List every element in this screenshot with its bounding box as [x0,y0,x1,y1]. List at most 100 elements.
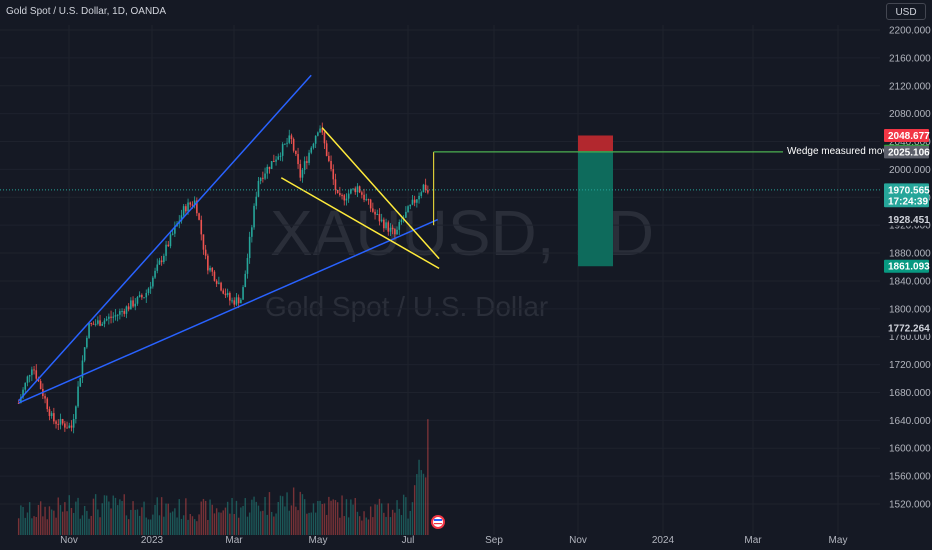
volume-bar [97,509,99,535]
volume-bar [59,505,62,535]
candle-body [156,264,159,271]
measured-move[interactable]: Wedge measured move [433,146,894,226]
candle-body [163,255,165,263]
candle-body [317,132,319,136]
candle-body [314,135,317,144]
volume-bar [402,494,405,535]
volume-bar [103,495,106,535]
price-label[interactable]: 1970.565 [884,183,930,197]
wedge-lower-line[interactable] [280,177,440,270]
volume-bar [424,477,427,535]
volume-bar [119,499,121,535]
position-lower-zone[interactable] [578,151,613,267]
volume-bar [99,517,101,535]
volume-bar [297,510,299,535]
volume-bar [253,496,255,535]
volume-bar [200,501,202,535]
currency-button[interactable]: USD [886,3,926,20]
price-label[interactable]: 17:24:39 [884,194,929,208]
candle-body [218,282,220,284]
candle-body [143,297,145,299]
price-label-background [884,128,929,142]
time-axis[interactable]: Nov 2023 Mar May Jul Sep Nov 2024 Mar May [60,535,847,546]
candle-body [132,300,134,307]
volume-bar [152,514,154,535]
volume-bar [165,503,167,535]
volume-bar [57,497,59,535]
price-label[interactable]: 1928.451 [884,212,930,226]
candle-body [354,188,357,193]
volume-bar [112,495,114,535]
volume-bar [365,517,367,535]
volume-bar [266,514,268,535]
candle-body [319,128,321,133]
candle-body [55,421,57,424]
candle-body [264,173,266,179]
candle-body [268,166,271,169]
candle-body [57,423,60,425]
candle-body [33,369,35,371]
candle-body [81,360,84,378]
candles [17,122,429,434]
candle-body [90,323,93,325]
volume-bar [352,504,354,535]
candle-body [266,166,269,174]
volume-bar [22,507,24,535]
candle-body [180,215,183,221]
price-label[interactable]: 1772.264 [884,321,930,335]
volume-bar [198,514,200,535]
candle-body [350,189,352,194]
volume-bar [220,512,222,535]
time-tick-label: 2023 [141,535,164,546]
candle-body [383,219,385,229]
candle-body [378,213,381,222]
price-tick-label: 1640.000 [889,416,931,427]
candle-body [64,423,66,428]
candle-body [281,144,284,156]
price-label[interactable]: 2025.106 [884,145,930,159]
candle-body [72,419,75,428]
trend-lines[interactable] [18,74,440,404]
candle-body [200,219,203,235]
upper-channel-line[interactable] [18,74,312,402]
volume-bar [50,509,53,535]
measured-move-label: Wedge measured move [787,146,893,157]
candle-body [77,386,79,407]
candle-body [352,188,354,190]
price-label[interactable]: 2048.677 [884,128,930,142]
candle-body [75,406,77,420]
candle-body [202,234,205,250]
candle-body [211,267,214,272]
candle-body [125,306,128,314]
volume-bar [101,503,103,535]
lower-support-line[interactable] [18,218,439,404]
candle-body [277,156,280,160]
price-axis[interactable]: 1520.000 1560.000 1600.000 1640.000 1680.000… [884,26,931,511]
volume-bar [343,516,345,535]
candle-body [220,282,222,291]
volume-bar [196,521,198,535]
volume-bar [226,501,229,535]
time-tick-label: 2024 [652,535,675,546]
candle-body [61,419,64,424]
volume-bar [378,498,381,535]
price-label[interactable]: 1861.093 [884,259,930,273]
position-upper-zone[interactable] [578,135,613,152]
volume-bar [110,508,112,535]
volume-bar [88,518,90,535]
candle-body [288,135,291,143]
candle-body [152,277,154,287]
flag-icon[interactable] [431,515,445,529]
wedge-upper-line[interactable] [321,127,440,260]
candle-body [385,222,387,229]
volume-bar [332,499,334,535]
position-tool[interactable] [578,135,613,267]
volume-bar [422,473,425,535]
price-label-text: 2025.106 [888,147,930,158]
volume-bar [116,505,119,535]
candle-body [257,180,260,197]
volume-bar [158,515,161,535]
